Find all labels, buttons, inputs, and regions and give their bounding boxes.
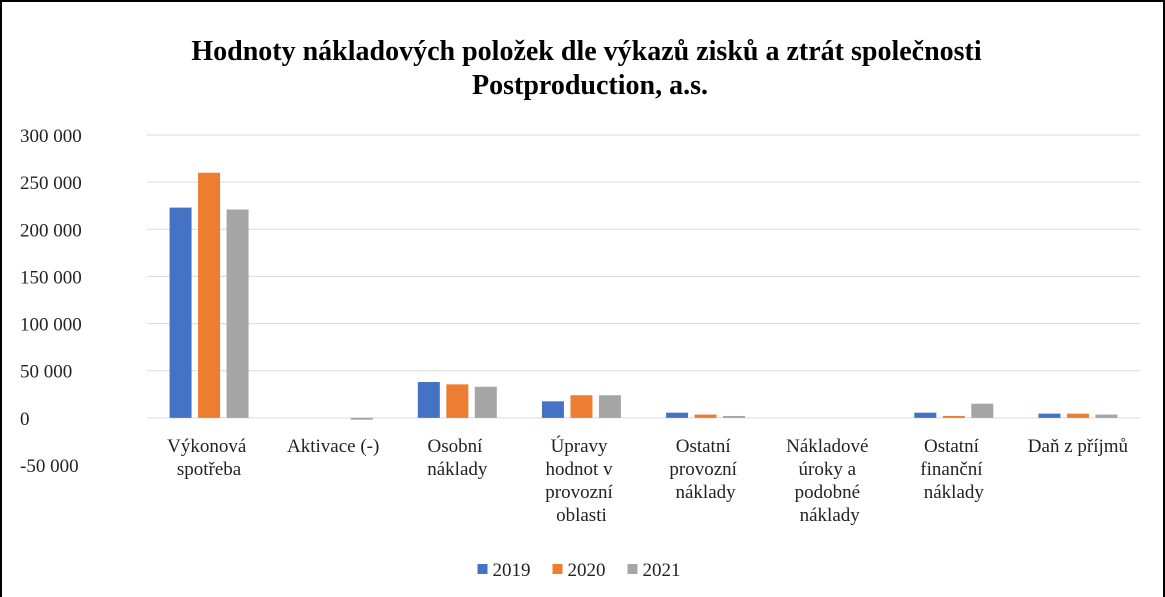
bar — [570, 395, 593, 418]
bar — [198, 172, 221, 418]
legend-swatch — [477, 564, 488, 574]
bar — [971, 403, 994, 418]
bar — [914, 412, 937, 418]
bar — [417, 382, 440, 418]
x-tick-label: Výkonová spotřeba — [167, 436, 251, 480]
y-tick-label: 200 000 — [20, 220, 82, 241]
y-tick-label: 250 000 — [20, 173, 82, 194]
chart-title: Hodnoty nákladových položek dle výkazů z… — [191, 36, 988, 101]
bar — [226, 209, 249, 418]
bar — [474, 386, 497, 418]
x-tick-label: Daň z příjmů — [1028, 436, 1129, 457]
x-tick-label: Osobní náklady — [427, 436, 488, 480]
bar — [666, 412, 689, 418]
legend-label: 2019 — [493, 560, 531, 581]
bar — [942, 415, 965, 418]
bar — [169, 207, 192, 418]
y-tick-label: -50 000 — [20, 456, 79, 477]
y-tick-label: 100 000 — [20, 315, 82, 336]
legend-label: 2020 — [568, 560, 606, 581]
bar — [598, 395, 621, 418]
bar — [541, 401, 564, 418]
y-tick-label: 50 000 — [20, 362, 72, 383]
y-tick-label: 150 000 — [20, 267, 82, 288]
x-tick-label: Ostatní provozní náklady — [669, 436, 741, 503]
legend-label: 2021 — [643, 560, 681, 581]
x-tick-label: Ostatní finanční náklady — [920, 436, 987, 503]
bar — [350, 417, 373, 420]
x-tick-label: Aktivace (-) — [287, 436, 379, 457]
y-tick-label: 0 — [20, 409, 30, 430]
bar — [1095, 414, 1118, 418]
bar — [694, 414, 717, 418]
legend-swatch — [552, 564, 563, 574]
y-tick-label: 300 000 — [20, 126, 82, 147]
bar — [1066, 413, 1089, 418]
x-tick-label: Úpravy hodnot v provozní oblasti — [545, 435, 617, 526]
x-tick-label: Nákladové úroky a podobné náklady — [786, 436, 873, 526]
bar — [446, 384, 469, 418]
bar — [723, 415, 746, 418]
bar — [1038, 413, 1061, 418]
legend-swatch — [627, 564, 638, 574]
